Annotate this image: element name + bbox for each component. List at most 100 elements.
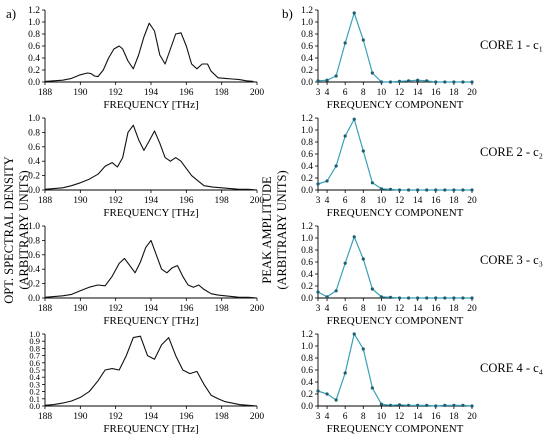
y-tick-label: 0.2 [28,66,40,76]
y-tick-label: 0.8 [301,30,313,40]
y-tick-label: 0.4 [301,54,313,64]
y-tick-label: 0.3 [29,379,40,389]
peak-point [470,188,474,192]
x-tick-label: 6 [343,196,348,206]
peak-point [434,296,438,300]
x-tick-label: 14 [413,304,423,314]
x-axis-label: FREQUENCY COMPONENT [327,207,464,219]
x-tick-label: 198 [215,88,230,98]
x-tick-label: 18 [449,196,459,206]
peak-point [416,78,420,82]
peak-point [334,74,338,78]
x-tick-label: 4 [325,88,330,98]
y-tick-label: 0.1 [29,394,40,404]
y-tick-label: 1.2 [28,6,40,16]
x-tick-label: 198 [215,196,230,206]
y-tick-label: 0.0 [301,78,313,88]
y-tick-label: 0.8 [28,30,40,40]
x-tick-label: 4 [325,412,330,422]
x-tick-label: 16 [431,304,441,314]
x-tick-label: 3 [316,412,321,422]
peak-point [452,188,456,192]
y-tick-label: 1.0 [28,114,40,124]
peak-point [470,80,474,84]
x-tick-label: 3 [316,304,321,314]
peak-point [425,403,429,407]
core-label-4: CORE 4 - c₄ [480,361,543,375]
peak-point [443,403,447,407]
x-tick-label: 200 [250,88,265,98]
y-tick-label: 0.0 [301,186,313,196]
peak-point [352,332,356,336]
x-tick-label: 190 [73,196,88,206]
y-tick-label: 1.0 [301,342,313,352]
y-tick-label: 0.8 [29,343,40,353]
y-tick-label: 0.0 [301,294,313,304]
y-tick-label: 0.7 [29,351,40,361]
peak-point [388,403,393,407]
peak-line [317,117,472,191]
peak-point [406,296,411,300]
core-label-3: CORE 3 - c₃ [480,253,543,267]
x-tick-label: 14 [413,196,423,206]
x-axis-label: FREQUENCY [THz] [103,207,198,219]
x-tick-label: 6 [343,304,348,314]
peak-point [388,295,393,299]
peak-point [406,79,411,83]
panel-label-b: b) [282,6,293,21]
x-tick-label: 192 [109,304,124,314]
y-tick-label: 0.0 [29,401,40,411]
x-tick-label: 12 [395,412,405,422]
x-tick-label: 18 [449,88,459,98]
y-tick-label: 0.8 [301,138,313,148]
peak-point [406,188,411,192]
x-tick-label: 18 [449,412,459,422]
chart-a-3: 0.0 0.2 0.4 0.6 0.8 1.0 188 190 192 194 196 198 200 F… [28,222,264,327]
x-tick-label: 14 [413,88,423,98]
peak-point [452,80,456,84]
x-tick-label: 200 [250,412,265,422]
x-tick-label: 14 [413,412,423,422]
x-tick-label: 188 [38,304,53,314]
peak-point [361,38,365,42]
peak-point [461,296,465,300]
y-tick-label: 0.6 [29,358,40,368]
x-tick-label: 12 [395,304,405,314]
x-tick-label: 10 [377,196,387,206]
y-tick-label: 1.0 [301,126,313,136]
y-tick-label: 0.4 [28,157,40,167]
x-tick-label: 20 [467,196,477,206]
peak-point [425,188,429,192]
peak-point [334,398,338,402]
x-tick-label: 12 [395,88,405,98]
peak-line [317,235,472,299]
peak-point [434,188,438,192]
x-tick-label: 192 [109,412,124,422]
x-tick-label: 194 [144,304,159,314]
spectrum-line [44,335,258,407]
x-tick-label: 8 [361,88,366,98]
left-ylabel-line2: (ARBITRARY UNITS) [17,170,31,289]
x-tick-label: 194 [144,412,159,422]
y-tick-label: 0.2 [301,390,313,400]
chart-a-4: 0.00.10.20.30.40.50.60.70.80.91.0 188 190 1… [29,329,264,435]
y-tick-label: 0.8 [301,246,313,256]
y-tick-label: 1.0 [301,18,313,28]
peak-point [461,188,465,192]
y-tick-label: 0.0 [28,186,40,196]
peak-point [443,80,447,84]
peak-point [416,403,420,407]
y-tick-label: 0.6 [28,251,40,261]
peak-point [388,187,393,191]
peak-point [434,80,438,84]
peak-point [416,188,420,192]
peak-point [370,181,374,185]
peak-point [316,182,320,186]
x-tick-label: 196 [179,88,194,98]
x-tick-label: 4 [325,304,330,314]
y-tick-label: 0.4 [301,270,313,280]
peak-point [443,188,447,192]
peak-point [416,296,420,300]
